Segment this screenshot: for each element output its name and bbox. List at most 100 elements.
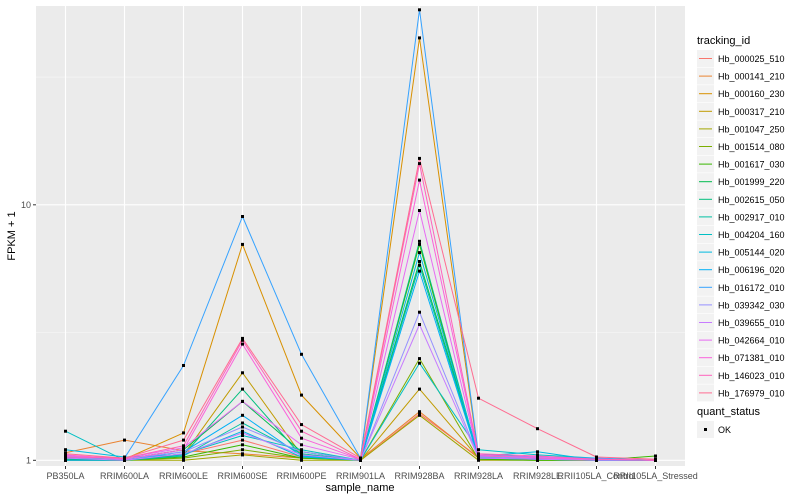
- data-point: [241, 434, 244, 437]
- data-point: [241, 448, 244, 452]
- legend-label: Hb_016172_010: [718, 283, 785, 293]
- data-point: [64, 458, 67, 462]
- data-point: [418, 410, 421, 414]
- data-point: [418, 209, 421, 212]
- legend-label: Hb_000160_230: [718, 89, 785, 99]
- legend-label: Hb_042664_010: [718, 336, 785, 346]
- x-axis-title: sample_name: [325, 482, 394, 494]
- y-tick-label: 10: [21, 200, 31, 210]
- data-point: [654, 457, 657, 461]
- data-point: [182, 444, 185, 448]
- data-point: [418, 387, 421, 391]
- data-point: [477, 448, 480, 452]
- data-point: [241, 338, 244, 342]
- data-point: [300, 448, 303, 452]
- axes: 1 10 PB350LA RRIM600LA RRIM600LE RRIM600SE RRI…: [21, 200, 698, 481]
- data-point: [418, 357, 421, 361]
- data-point: [123, 438, 126, 442]
- legend-items: Hb_000025_510 Hb_000141_210 Hb_000160_230 H…: [697, 50, 785, 402]
- data-point: [300, 443, 303, 447]
- data-point: [123, 456, 126, 460]
- data-point: [418, 413, 421, 417]
- x-tick-label: RRII105LA_Stressed: [613, 471, 698, 481]
- legend-title-tracking-id: tracking_id: [697, 35, 750, 47]
- data-point: [418, 323, 421, 326]
- data-point: [300, 450, 303, 454]
- legend-label: Hb_176979_010: [718, 388, 785, 398]
- x-tick-label: RRIM600LA: [100, 471, 149, 481]
- y-axis-title: FPKM + 1: [6, 211, 18, 260]
- data-point: [241, 421, 244, 425]
- legend-label: Hb_004204_160: [718, 230, 785, 240]
- x-tick-label: RRIM928LA: [454, 471, 503, 481]
- data-point: [241, 371, 244, 375]
- data-point: [241, 336, 244, 340]
- y-tick-label: 1: [26, 455, 31, 465]
- data-point: [241, 215, 244, 218]
- data-point: [241, 387, 244, 391]
- data-point: [418, 361, 421, 365]
- legend-label: Hb_005144_020: [718, 248, 785, 258]
- data-point: [241, 429, 244, 433]
- data-point: [182, 431, 185, 435]
- legend-label: Hb_001514_080: [718, 142, 785, 152]
- data-point: [595, 455, 598, 459]
- data-point: [477, 456, 480, 460]
- legend-label: Hb_001047_250: [718, 124, 785, 134]
- x-tick-label: RRIM600LE: [159, 471, 208, 481]
- data-point: [418, 251, 421, 255]
- data-point: [359, 456, 362, 460]
- data-point: [536, 456, 539, 460]
- data-point: [418, 239, 421, 243]
- data-point: [477, 396, 480, 400]
- data-point: [64, 455, 67, 459]
- data-point: [595, 457, 598, 461]
- legend-label: Hb_000317_210: [718, 107, 785, 117]
- x-tick-label: RRIM901LA: [336, 471, 385, 481]
- data-point: [536, 454, 539, 458]
- x-tick-label: PB350LA: [46, 471, 84, 481]
- data-point: [418, 269, 421, 273]
- legend-label: Hb_001617_030: [718, 160, 785, 170]
- data-point: [536, 427, 539, 431]
- data-point: [241, 443, 244, 447]
- legend-label: Hb_071381_010: [718, 353, 785, 363]
- data-point: [241, 431, 244, 435]
- data-point: [182, 458, 185, 462]
- data-point: [182, 446, 185, 450]
- data-point: [418, 8, 421, 12]
- legend-label: Hb_002917_010: [718, 212, 785, 222]
- legend: tracking_id Hb_000025_510Hb_000141_210Hb…: [697, 35, 785, 438]
- data-point: [64, 429, 67, 433]
- data-point: [300, 458, 303, 462]
- data-point: [241, 342, 244, 346]
- data-point: [477, 452, 480, 456]
- data-point: [418, 178, 421, 182]
- data-point: [241, 438, 244, 442]
- x-tick-label: RRIM600SE: [217, 471, 267, 481]
- data-point: [300, 436, 303, 440]
- legend-label: Hb_146023_010: [718, 371, 785, 381]
- legend-title-quant-status: quant_status: [697, 406, 760, 418]
- legend-label: Hb_001999_220: [718, 177, 785, 187]
- data-point: [182, 438, 185, 442]
- data-point: [64, 452, 67, 456]
- data-point: [418, 162, 421, 166]
- data-point: [241, 453, 244, 457]
- data-point: [300, 423, 303, 427]
- data-point: [418, 260, 421, 263]
- data-point: [241, 242, 244, 246]
- data-point: [418, 263, 421, 267]
- x-tick-label: RRIM928BA: [394, 471, 444, 481]
- data-point: [241, 413, 244, 417]
- x-tick-label: RRII105LA_Control: [557, 471, 635, 481]
- data-point: [418, 310, 421, 314]
- legend-label: Hb_039655_010: [718, 318, 785, 328]
- legend-label: Hb_000025_510: [718, 54, 785, 64]
- data-point: [182, 452, 185, 456]
- data-point: [64, 448, 67, 452]
- data-point: [536, 450, 539, 454]
- x-tick-label: RRIM928LE: [513, 471, 562, 481]
- legend-label-ok: OK: [718, 425, 731, 435]
